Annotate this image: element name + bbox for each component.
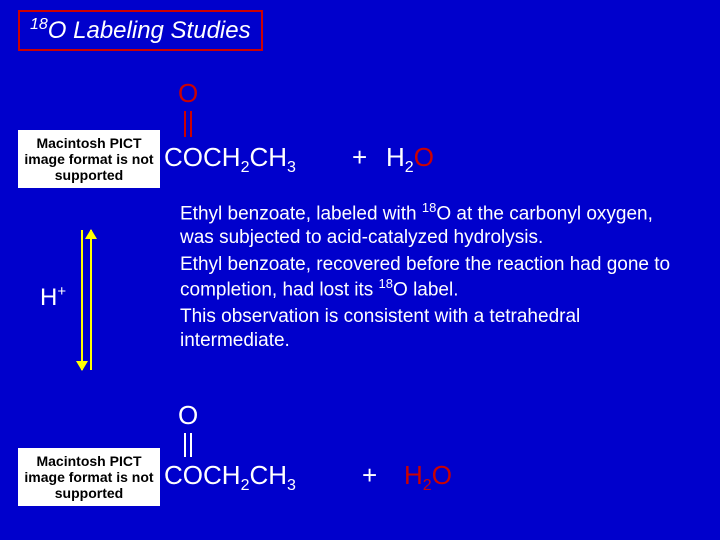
plus-bottom: + [362, 460, 377, 491]
body-p3: This observation is consistent with a te… [180, 305, 690, 351]
h2o-top: H2O [386, 142, 434, 177]
arrow-down-icon [81, 230, 83, 370]
body-text: Ethyl benzoate, labeled with 18O at the … [180, 200, 690, 356]
formula-top: COCH2CH3 [164, 142, 296, 177]
equilibrium-arrows-icon [78, 230, 96, 370]
pict-placeholder-1: Macintosh PICT image format is not suppo… [18, 130, 160, 188]
formula-bottom: COCH2CH3 [164, 460, 296, 495]
oxygen-top-label: O [178, 78, 198, 109]
h2o-top-o: O [414, 142, 434, 172]
title-text: O Labeling Studies [48, 17, 251, 44]
oxygen-bottom-label: O [178, 400, 198, 431]
plus-top: + [352, 142, 367, 173]
arrow-up-icon [90, 230, 92, 370]
carbonyl-bottom: O [178, 400, 198, 457]
h2o-bottom: H2O [404, 460, 452, 495]
title-box: 18O Labeling Studies [18, 10, 263, 51]
h-plus-sup: + [57, 283, 66, 300]
pict-placeholder-1-text: Macintosh PICT image format is not suppo… [20, 135, 158, 183]
double-bond-top-icon [181, 111, 195, 137]
h2o-top-h: H [386, 142, 405, 172]
carbonyl-top: O [178, 78, 198, 137]
body-p1: Ethyl benzoate, labeled with 18O at the … [180, 200, 690, 249]
title-sup: 18 [30, 16, 48, 33]
h2o-top-sub: 2 [405, 159, 414, 176]
body-p2: Ethyl benzoate, recovered before the rea… [180, 253, 690, 302]
pict-placeholder-2-text: Macintosh PICT image format is not suppo… [20, 453, 158, 501]
pict-placeholder-2: Macintosh PICT image format is not suppo… [18, 448, 160, 506]
double-bond-bottom-icon [181, 433, 195, 457]
h-plus-h: H [40, 284, 57, 311]
h-plus-label: H+ [40, 283, 66, 312]
